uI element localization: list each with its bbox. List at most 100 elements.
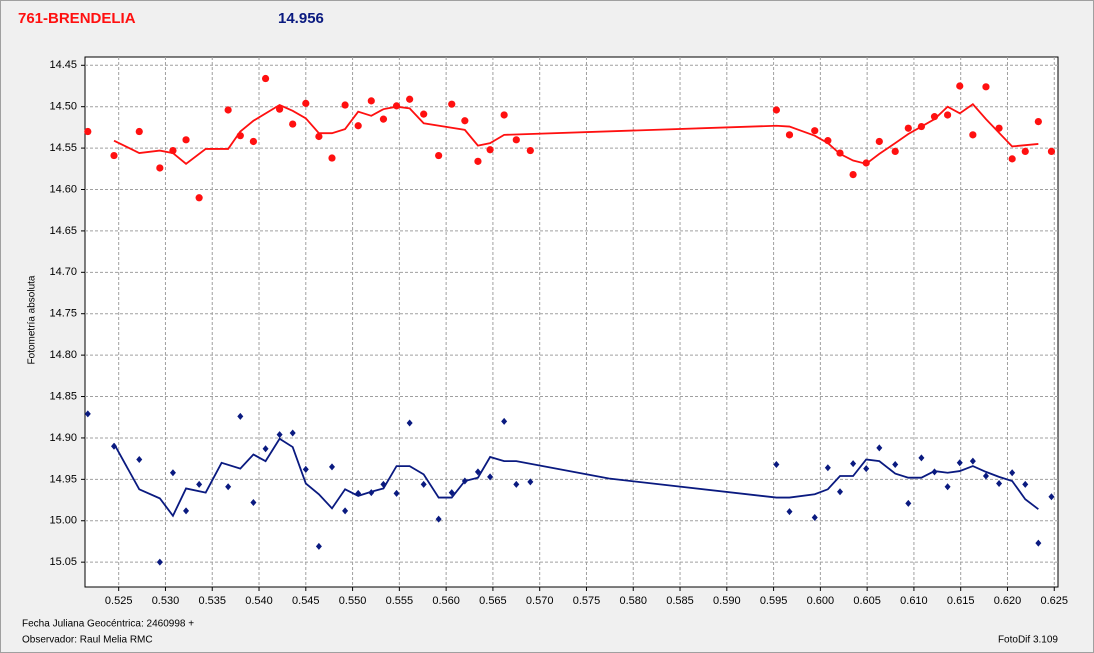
data-point bbox=[420, 110, 428, 118]
y-tick-label: 14.70 bbox=[49, 266, 77, 278]
data-point bbox=[136, 455, 143, 463]
x-tick-label: 0.560 bbox=[432, 595, 460, 607]
data-point bbox=[1008, 155, 1016, 163]
data-point bbox=[262, 445, 269, 453]
y-tick-label: 15.05 bbox=[49, 556, 77, 568]
data-point bbox=[811, 127, 819, 135]
x-tick-label: 0.600 bbox=[807, 595, 835, 607]
y-tick-label: 14.60 bbox=[49, 183, 77, 195]
x-tick-label: 0.550 bbox=[339, 595, 367, 607]
data-point bbox=[863, 465, 870, 473]
data-point bbox=[944, 483, 951, 491]
data-point bbox=[785, 131, 794, 139]
x-tick-label: 0.570 bbox=[526, 595, 554, 607]
data-point bbox=[786, 508, 793, 516]
data-point bbox=[302, 99, 310, 107]
x-tick-label: 0.575 bbox=[573, 595, 601, 607]
y-tick-label: 14.80 bbox=[49, 349, 77, 361]
data-point bbox=[84, 410, 91, 418]
data-point bbox=[448, 100, 456, 108]
x-tick-label: 0.620 bbox=[994, 595, 1022, 607]
data-point bbox=[891, 147, 899, 156]
x-tick-label: 0.525 bbox=[105, 595, 133, 607]
data-point bbox=[1022, 480, 1029, 488]
x-tick-label: 0.535 bbox=[198, 595, 226, 607]
data-point bbox=[1021, 147, 1029, 156]
x-tick-label: 0.565 bbox=[479, 595, 507, 607]
data-point bbox=[944, 111, 952, 119]
data-point bbox=[811, 513, 818, 521]
data-point bbox=[328, 463, 335, 471]
data-point bbox=[824, 464, 831, 472]
data-point bbox=[526, 146, 534, 155]
data-point bbox=[110, 151, 118, 160]
data-point bbox=[773, 460, 780, 468]
data-point bbox=[500, 111, 508, 119]
data-point bbox=[328, 154, 336, 162]
data-point bbox=[996, 479, 1003, 487]
data-point bbox=[1009, 469, 1016, 477]
data-point bbox=[837, 488, 844, 496]
data-point bbox=[393, 489, 400, 497]
data-point bbox=[904, 124, 912, 132]
x-tick-label: 0.595 bbox=[760, 595, 788, 607]
data-point bbox=[1047, 147, 1056, 156]
data-point bbox=[501, 417, 508, 425]
data-point bbox=[875, 137, 883, 146]
observer: Observador: Raul Melia RMC bbox=[22, 635, 153, 646]
magnitude: 14.956 bbox=[278, 10, 324, 27]
x-tick-label: 0.585 bbox=[666, 595, 694, 607]
data-point bbox=[342, 507, 349, 515]
x-tick-label: 0.530 bbox=[152, 595, 180, 607]
data-point bbox=[527, 478, 534, 486]
x-axis-label: Fecha Juliana Geocéntrica: 2460998 + bbox=[22, 619, 194, 630]
x-tick-label: 0.615 bbox=[947, 595, 975, 607]
data-point bbox=[183, 507, 190, 515]
data-point bbox=[918, 454, 925, 462]
data-point bbox=[435, 515, 442, 523]
y-tick-label: 15.00 bbox=[49, 515, 77, 527]
data-point bbox=[156, 558, 163, 566]
data-point bbox=[249, 137, 258, 146]
data-point bbox=[315, 542, 322, 550]
x-tick-label: 0.605 bbox=[853, 595, 881, 607]
data-point bbox=[850, 460, 857, 468]
y-tick-label: 14.95 bbox=[49, 473, 77, 485]
data-point bbox=[892, 460, 899, 468]
data-point bbox=[474, 157, 482, 165]
data-point bbox=[956, 459, 963, 467]
data-point bbox=[169, 469, 176, 477]
data-point bbox=[315, 132, 323, 141]
trend-line bbox=[113, 103, 1039, 165]
x-tick-label: 0.625 bbox=[1040, 595, 1068, 607]
data-point bbox=[487, 473, 494, 481]
data-point bbox=[406, 95, 414, 103]
data-point bbox=[1035, 539, 1042, 547]
data-point bbox=[982, 472, 989, 480]
data-point bbox=[354, 122, 362, 130]
y-tick-label: 14.45 bbox=[49, 59, 77, 71]
y-tick-label: 14.75 bbox=[49, 308, 77, 320]
data-point bbox=[406, 419, 413, 427]
x-tick-label: 0.610 bbox=[900, 595, 928, 607]
data-point bbox=[367, 97, 375, 105]
plot-area bbox=[84, 56, 1059, 588]
data-point bbox=[512, 136, 520, 144]
data-point bbox=[289, 120, 297, 128]
data-point bbox=[956, 82, 964, 90]
data-point bbox=[969, 131, 977, 139]
data-point bbox=[302, 465, 309, 473]
data-point bbox=[486, 146, 494, 154]
data-point bbox=[196, 480, 203, 488]
data-point bbox=[289, 429, 296, 437]
y-tick-label: 14.55 bbox=[49, 142, 77, 154]
data-point bbox=[849, 170, 857, 179]
x-tick-label: 0.580 bbox=[619, 595, 647, 607]
data-point bbox=[225, 483, 232, 491]
data-point bbox=[224, 106, 232, 114]
data-point bbox=[420, 480, 427, 488]
data-point bbox=[969, 457, 976, 465]
data-point bbox=[513, 480, 520, 488]
data-point bbox=[379, 115, 388, 123]
